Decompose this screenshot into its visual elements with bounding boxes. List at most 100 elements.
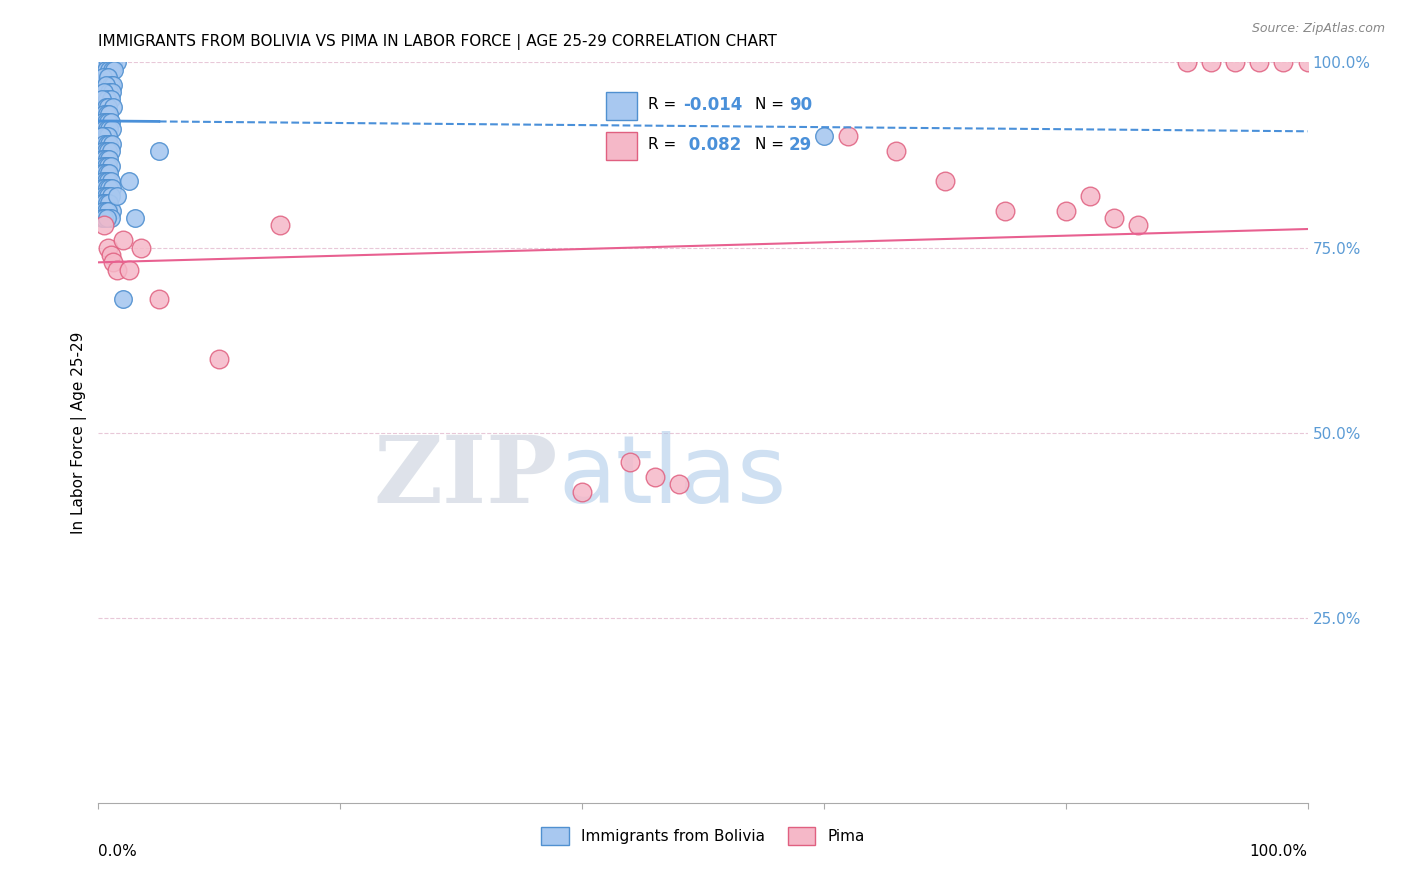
Point (97, 114, 120, 128)
Point (1175, 55, 1198, 70)
Point (571, 484, 593, 499)
Point (100, 122, 122, 136)
Point (94, 78, 117, 92)
Point (94, 188, 117, 202)
Point (1223, 55, 1246, 70)
Point (98, 196, 121, 211)
Point (97, 240, 120, 255)
Point (93, 136, 115, 151)
Point (100, 92, 122, 106)
Point (98, 136, 121, 151)
Text: ZIP: ZIP (374, 432, 558, 522)
Point (111, 293, 134, 307)
Point (98, 122, 121, 136)
Point (96, 181, 118, 195)
Point (100, 211, 122, 225)
Point (619, 455, 641, 469)
Point (98, 152, 121, 166)
Point (100, 159, 122, 173)
Point (105, 262, 128, 277)
Point (91, 129, 114, 144)
Text: 100.0%: 100.0% (1250, 844, 1308, 858)
Point (91, 174, 114, 188)
Point (97, 159, 120, 173)
Point (93, 107, 115, 121)
Text: atlas: atlas (558, 431, 786, 523)
Point (97, 129, 120, 144)
Point (94, 114, 117, 128)
Point (101, 255, 124, 269)
Point (97, 70, 120, 85)
Point (91, 145, 114, 159)
Point (91, 166, 114, 180)
Point (100, 114, 122, 128)
Point (97, 145, 120, 159)
Text: IMMIGRANTS FROM BOLIVIA VS PIMA IN LABOR FORCE | AGE 25-29 CORRELATION CHART: IMMIGRANTS FROM BOLIVIA VS PIMA IN LABOR… (98, 34, 778, 50)
Point (100, 188, 122, 202)
Point (96, 70, 118, 85)
Point (1078, 188, 1101, 202)
Point (91, 114, 114, 128)
Point (98, 107, 121, 121)
Point (94, 159, 117, 173)
Point (96, 122, 118, 136)
Point (96, 152, 118, 166)
Point (101, 55, 124, 70)
Point (269, 219, 291, 233)
Point (97, 174, 120, 188)
Point (100, 248, 122, 262)
Point (100, 145, 122, 159)
Point (1272, 55, 1295, 70)
Point (94, 145, 117, 159)
Point (118, 174, 141, 188)
Point (91, 211, 114, 225)
Point (111, 233, 134, 247)
Point (100, 181, 122, 195)
Point (100, 203, 122, 218)
Point (93, 196, 115, 211)
Point (91, 152, 114, 166)
Point (105, 55, 128, 70)
Point (91, 203, 114, 218)
Point (1249, 55, 1271, 70)
Legend: Immigrants from Bolivia, Pima: Immigrants from Bolivia, Pima (536, 821, 870, 851)
Point (837, 129, 859, 144)
Point (97, 203, 120, 218)
Point (101, 78, 124, 92)
Point (100, 62, 122, 77)
Point (118, 262, 141, 277)
Point (94, 100, 117, 114)
Point (96, 211, 118, 225)
Point (93, 85, 115, 99)
Point (94, 62, 117, 77)
Point (1128, 219, 1150, 233)
Point (103, 62, 125, 77)
Point (98, 181, 121, 195)
Point (994, 203, 1017, 218)
Point (668, 477, 690, 491)
Point (96, 92, 118, 106)
Point (91, 188, 114, 202)
Point (91, 159, 114, 173)
Point (94, 203, 117, 218)
Point (100, 85, 122, 99)
Point (644, 470, 666, 484)
Point (934, 174, 956, 188)
Point (96, 136, 118, 151)
Point (105, 188, 128, 202)
Point (91, 70, 114, 85)
Point (96, 196, 118, 211)
Point (93, 181, 115, 195)
Point (208, 351, 231, 366)
Point (94, 174, 117, 188)
Point (124, 211, 146, 225)
Point (1199, 55, 1222, 70)
Point (886, 145, 908, 159)
Text: Source: ZipAtlas.com: Source: ZipAtlas.com (1251, 22, 1385, 36)
Point (93, 166, 115, 180)
Point (91, 129, 114, 144)
Point (93, 219, 115, 233)
Text: 0.0%: 0.0% (98, 844, 138, 858)
Point (91, 92, 114, 106)
Point (148, 293, 170, 307)
